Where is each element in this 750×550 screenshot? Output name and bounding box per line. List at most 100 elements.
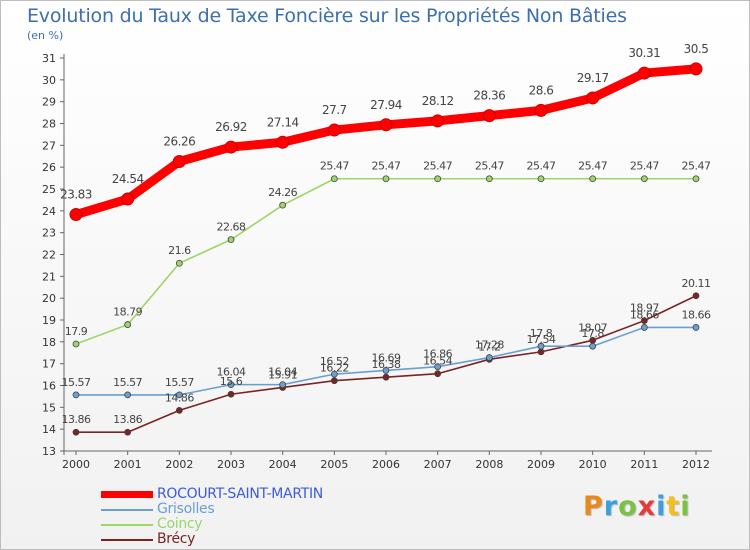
- y-tick-label: 18: [42, 336, 56, 349]
- data-point: [224, 140, 238, 154]
- data-label: 29.17: [577, 71, 609, 85]
- y-tick-label: 20: [42, 292, 56, 305]
- data-label: 25.47: [682, 160, 711, 173]
- data-label: 16.04: [217, 366, 246, 379]
- data-point: [227, 236, 235, 244]
- data-point: [72, 391, 80, 399]
- logo-letter: P: [583, 491, 604, 522]
- data-label: 16.22: [320, 362, 349, 375]
- x-tick-label: 2009: [527, 458, 555, 471]
- logo-letter: i: [680, 491, 691, 522]
- data-label: 25.47: [423, 160, 452, 173]
- x-tick-label: 2002: [165, 458, 193, 471]
- data-point: [279, 381, 287, 389]
- data-label: 18.66: [630, 308, 659, 321]
- data-point: [589, 175, 597, 183]
- data-label: 25.47: [475, 160, 504, 173]
- data-label: 18.07: [578, 321, 607, 334]
- x-tick-label: 2010: [579, 458, 607, 471]
- data-label: 25.47: [320, 160, 349, 173]
- data-point: [124, 428, 132, 436]
- data-label: 17.9: [65, 325, 88, 338]
- data-label: 30.5: [684, 42, 709, 56]
- data-point: [124, 391, 132, 399]
- data-point: [69, 208, 83, 222]
- y-tick-label: 17: [42, 358, 56, 371]
- data-label: 26.26: [163, 134, 195, 148]
- data-label: 27.7: [322, 103, 347, 117]
- data-label: 13.86: [113, 413, 142, 426]
- data-point: [537, 175, 545, 183]
- data-label: 24.54: [112, 172, 144, 186]
- y-tick-label: 28: [42, 118, 56, 131]
- data-point: [485, 175, 493, 183]
- x-tick-label: 2003: [217, 458, 245, 471]
- y-tick-label: 22: [42, 249, 56, 262]
- data-label: 15.57: [113, 376, 142, 389]
- data-label: 15.6: [220, 375, 243, 388]
- legend-swatch: [101, 509, 153, 511]
- data-label: 27.94: [370, 98, 402, 112]
- y-tick-label: 15: [42, 401, 56, 414]
- data-point: [640, 324, 648, 331]
- y-tick-label: 13: [42, 445, 56, 458]
- data-label: 27.14: [267, 115, 299, 129]
- legend-swatch: [101, 539, 153, 541]
- data-label: 17.28: [475, 339, 504, 352]
- series-line-coincy: [75, 177, 697, 345]
- data-point: [175, 259, 183, 267]
- data-point: [589, 342, 597, 350]
- data-label: 15.57: [165, 376, 194, 389]
- data-label: 28.36: [473, 89, 505, 103]
- y-tick-label: 27: [42, 139, 56, 152]
- data-label: 18.79: [113, 306, 142, 319]
- x-tick-label: 2000: [62, 458, 90, 471]
- data-label: 16.38: [372, 358, 401, 371]
- y-tick-label: 30: [42, 74, 56, 87]
- data-point: [382, 367, 390, 374]
- y-tick-label: 29: [42, 96, 56, 109]
- data-label: 15.57: [62, 376, 91, 389]
- data-point: [330, 370, 338, 378]
- data-label: 18.66: [682, 308, 711, 321]
- data-point: [279, 201, 287, 209]
- x-tick-label: 2012: [682, 458, 710, 471]
- data-label: 15.91: [268, 368, 297, 381]
- x-tick-label: 2008: [475, 458, 503, 471]
- data-label: 30.31: [628, 46, 660, 60]
- data-label: 28.6: [529, 83, 554, 97]
- x-tick-label: 2001: [114, 458, 142, 471]
- data-label: 25.47: [372, 160, 401, 173]
- y-tick-label: 19: [42, 314, 56, 327]
- data-point: [330, 377, 338, 385]
- data-label: 20.11: [682, 277, 711, 290]
- data-point: [434, 370, 442, 378]
- y-tick-label: 23: [42, 227, 56, 240]
- data-label: 16.52: [320, 355, 349, 368]
- logo-letter: t: [666, 491, 681, 522]
- data-label: 23.83: [60, 188, 92, 202]
- chart-subtitle: (en %): [27, 29, 64, 42]
- legend-label: ROCOURT-SAINT-MARTIN: [157, 486, 323, 502]
- data-label: 26.92: [215, 120, 247, 134]
- data-point: [227, 381, 235, 389]
- data-label: 18.97: [630, 302, 659, 315]
- data-point: [534, 103, 548, 117]
- data-point: [692, 292, 700, 300]
- data-point: [586, 91, 600, 105]
- data-label: 22.68: [217, 221, 246, 234]
- data-label: 28.12: [422, 94, 454, 108]
- data-point: [692, 324, 700, 331]
- logo-letter: i: [656, 491, 667, 522]
- data-label: 17.8: [581, 327, 604, 340]
- y-tick-label: 24: [42, 205, 56, 218]
- data-point: [537, 348, 545, 356]
- data-label: 25.47: [527, 160, 556, 173]
- legend-label: Grisolles: [157, 501, 215, 517]
- data-point: [537, 342, 545, 350]
- data-label: 24.26: [268, 186, 297, 199]
- data-point: [640, 317, 648, 325]
- logo-letter: x: [637, 491, 657, 522]
